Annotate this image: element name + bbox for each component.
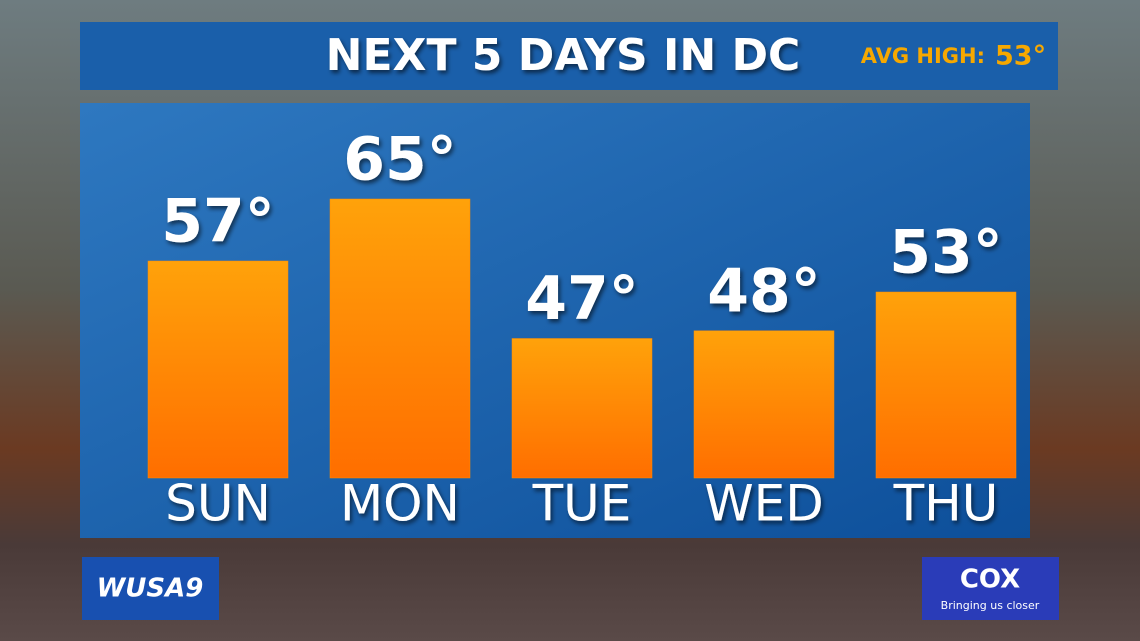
value-label: 57° (161, 187, 275, 257)
x-tick-label: THU (893, 475, 999, 533)
bar (147, 260, 289, 479)
value-label: 65° (343, 125, 457, 195)
value-label: 47° (525, 264, 639, 334)
sponsor-logo (922, 557, 1059, 620)
bar (511, 338, 653, 479)
sponsor-logo-text: COX (960, 565, 1020, 595)
sponsor-tagline: Bringing us closer (941, 599, 1040, 612)
title-bar (80, 22, 1058, 90)
x-tick-label: SUN (165, 475, 271, 533)
value-label: 53° (889, 218, 1003, 288)
x-tick-label: MON (340, 475, 460, 533)
bar (875, 291, 1017, 479)
annotation-value: 53° (995, 41, 1046, 72)
x-tick-label: TUE (532, 475, 632, 533)
value-label: 48° (707, 256, 821, 326)
bar (693, 330, 835, 479)
chart-title: NEXT 5 DAYS IN DC (326, 30, 801, 81)
station-logo-text: WUSA9 (97, 574, 204, 604)
station-logo (82, 557, 219, 620)
bar (329, 198, 471, 479)
x-tick-label: WED (704, 475, 824, 533)
annotation-label: AVG HIGH: (861, 44, 985, 68)
